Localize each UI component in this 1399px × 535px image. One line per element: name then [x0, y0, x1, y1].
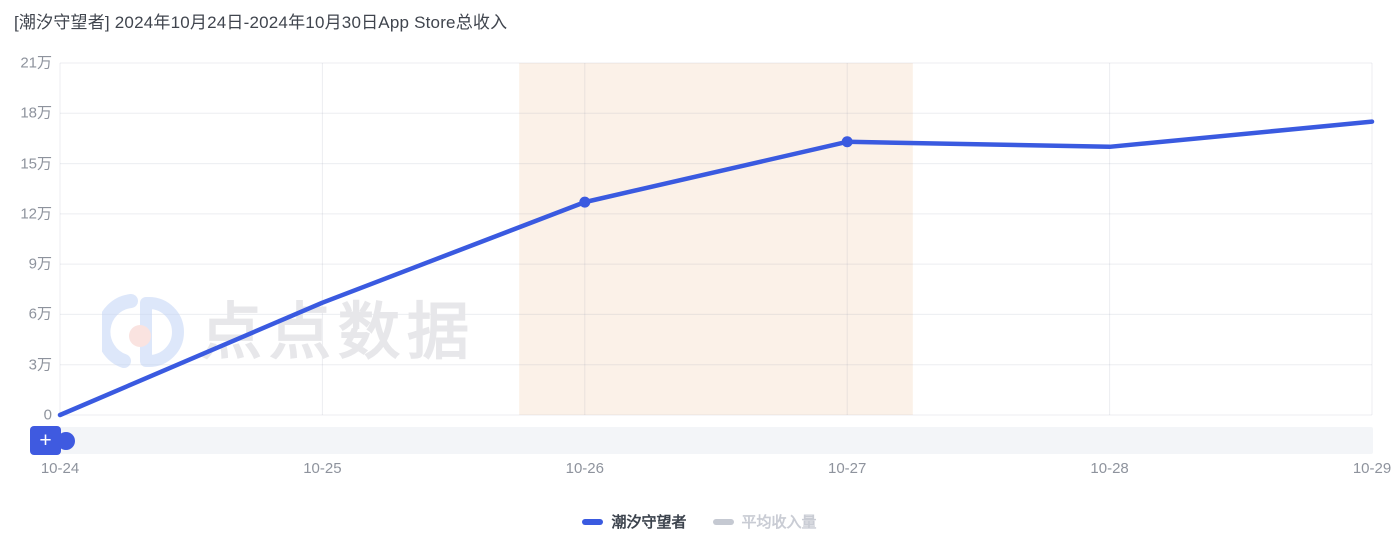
legend: 潮汐守望者 平均收入量 [0, 510, 1399, 534]
x-axis-label: 10-28 [1090, 460, 1129, 477]
x-axis-label: 10-26 [565, 460, 604, 477]
legend-line-icon [582, 519, 604, 525]
y-axis-label: 12万 [20, 205, 52, 223]
y-axis-label: 15万 [20, 155, 52, 173]
legend-line-icon [712, 519, 734, 525]
y-axis-label: 6万 [28, 305, 52, 323]
datazoom-plus-button[interactable]: + [30, 426, 61, 455]
data-point-marker [841, 136, 853, 148]
revenue-line [57, 119, 1375, 418]
chart-title: [潮汐守望者] 2024年10月24日-2024年10月30日App Store… [14, 13, 508, 32]
legend-label: 平均收入量 [741, 513, 817, 531]
y-axis-label: 9万 [28, 255, 52, 273]
x-axis-label: 10-24 [40, 460, 80, 477]
x-axis-label: 10-29 [1352, 460, 1392, 477]
data-point-marker [579, 196, 591, 208]
y-axis-label: 21万 [20, 54, 52, 72]
x-axis-label: 10-25 [303, 460, 342, 477]
x-axis-label: 10-27 [828, 460, 867, 477]
datazoom-track[interactable] [30, 427, 1373, 454]
datazoom-handle[interactable] [57, 432, 75, 450]
y-axis-label: 18万 [20, 104, 52, 122]
legend-label: 潮汐守望者 [611, 513, 687, 531]
y-axis-label: 3万 [28, 356, 52, 374]
y-axis-label: 0 [43, 406, 52, 424]
legend-item-average[interactable]: 平均收入量 [712, 513, 817, 531]
weekend-highlight-band [519, 63, 913, 415]
legend-item-series[interactable]: 潮汐守望者 [582, 513, 687, 531]
